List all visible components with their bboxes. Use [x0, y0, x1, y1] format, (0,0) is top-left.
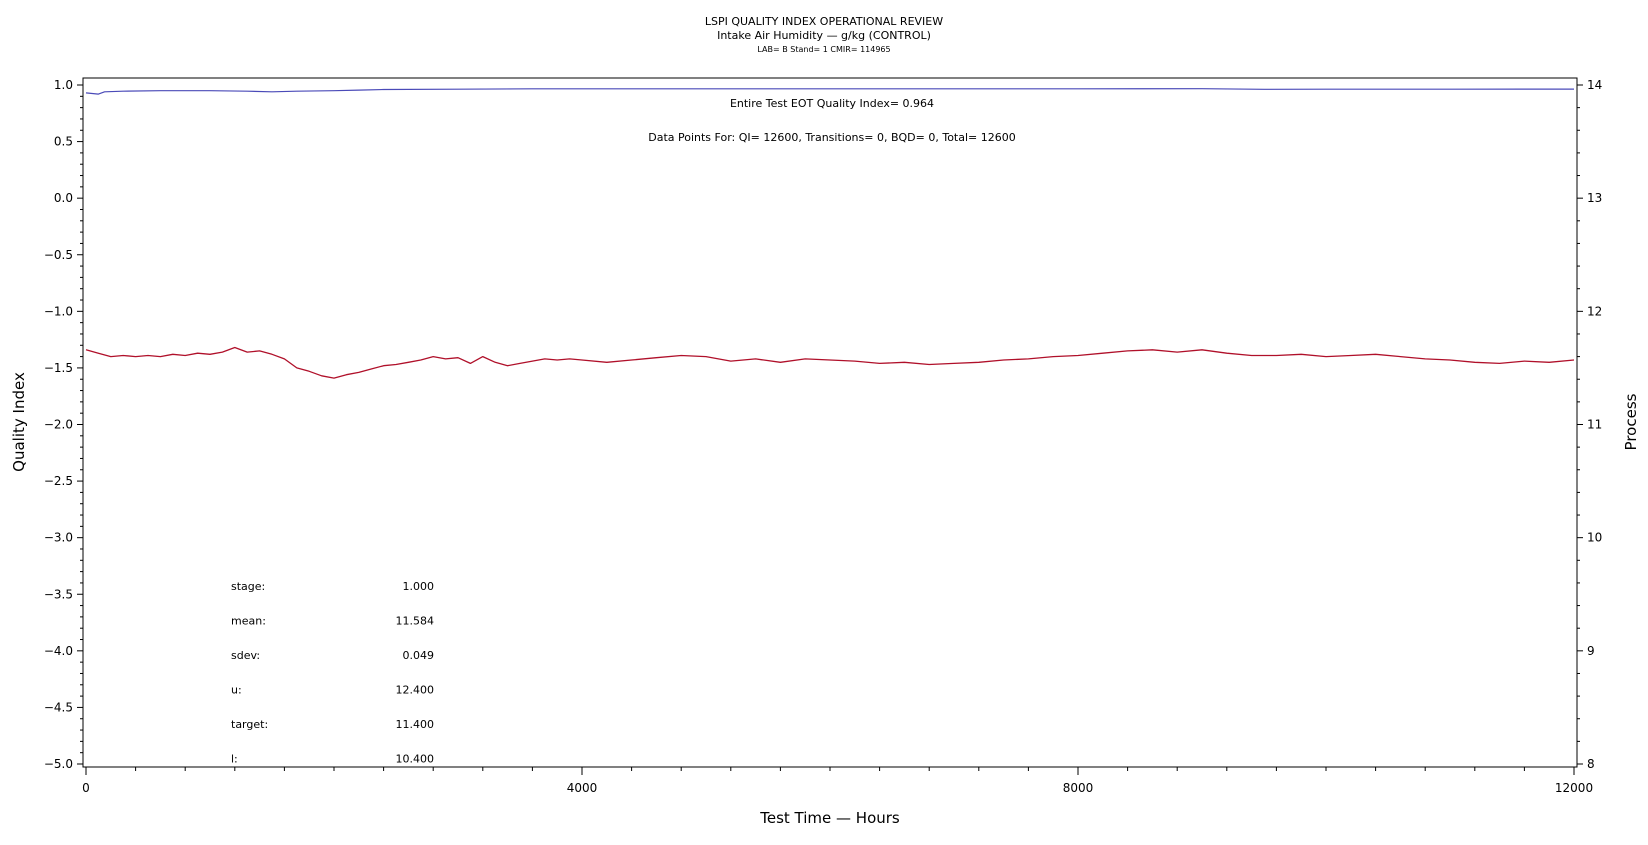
chart-subtitle: Intake Air Humidity — g/kg (CONTROL)	[717, 29, 931, 42]
left-tick-label: −1.5	[44, 361, 73, 375]
left-tick-label: −2.0	[44, 418, 73, 432]
bottom-tick-label: 12000	[1555, 781, 1593, 795]
stat-value: 11.584	[396, 615, 435, 628]
left-tick-label: 1.0	[54, 78, 73, 92]
stat-label: l:	[231, 753, 238, 766]
series-layer	[85, 88, 1575, 379]
stat-label: target:	[231, 718, 268, 731]
right-tick-label: 14	[1587, 78, 1602, 92]
stat-label: u:	[231, 684, 242, 697]
data-points-annotation: Data Points For: QI= 12600, Transitions=…	[648, 131, 1016, 144]
left-tick-label: −0.5	[44, 248, 73, 262]
stat-label: sdev:	[231, 649, 260, 662]
left-tick-label: −4.0	[44, 644, 73, 658]
eot-quality-index-annotation: Entire Test EOT Quality Index= 0.964	[730, 97, 934, 110]
left-tick-label: 0.5	[54, 135, 73, 149]
stat-value: 0.049	[403, 649, 435, 662]
right-tick-label: 9	[1587, 644, 1595, 658]
right-tick-label: 12	[1587, 304, 1602, 318]
left-tick-label: −5.0	[44, 757, 73, 771]
process-series-line	[85, 346, 1575, 379]
left-tick-label: −3.5	[44, 587, 73, 601]
y-axis-title: Quality Index	[10, 372, 28, 472]
bottom-tick-label: 0	[82, 781, 90, 795]
left-tick-label: 0.0	[54, 191, 73, 205]
stat-value: 1.000	[403, 580, 435, 593]
right-tick-label: 8	[1587, 757, 1595, 771]
right-tick-label: 13	[1587, 191, 1602, 205]
left-tick-label: −4.5	[44, 700, 73, 714]
bottom-tick-label: 8000	[1063, 781, 1094, 795]
stat-label: mean:	[231, 615, 266, 628]
stat-label: stage:	[231, 580, 265, 593]
lab-line: LAB= B Stand= 1 CMIR= 114965	[757, 45, 890, 54]
x-axis-title: Test Time — Hours	[759, 809, 900, 827]
left-tick-label: −2.5	[44, 474, 73, 488]
chart-title: LSPI QUALITY INDEX OPERATIONAL REVIEW	[705, 15, 943, 28]
quality-index-series-line	[85, 88, 1575, 95]
bottom-tick-label: 4000	[567, 781, 598, 795]
left-tick-label: −1.0	[44, 304, 73, 318]
stat-value: 10.400	[396, 753, 435, 766]
left-axis: 1.0 0.5 0.0 −0.5 −1.0 −1.5 −2.0 −2.5 −3.0 −3.5 −4.…	[44, 78, 83, 771]
stats-table: stage: 1.000 mean: 11.584 sdev: 0.049 u: 12.400…	[231, 580, 434, 766]
right-axis: 14 13 12 11 10 9 8	[1577, 78, 1602, 771]
right-tick-label: 11	[1587, 418, 1602, 432]
right-tick-label: 10	[1587, 531, 1602, 545]
left-tick-label: −3.0	[44, 531, 73, 545]
bottom-axis: 0 4000 8000 12000	[82, 767, 1593, 795]
plot-frame	[82, 77, 1578, 768]
stat-value: 11.400	[396, 718, 435, 731]
stat-value: 12.400	[396, 684, 435, 697]
y2-axis-title: Process	[1622, 393, 1640, 450]
